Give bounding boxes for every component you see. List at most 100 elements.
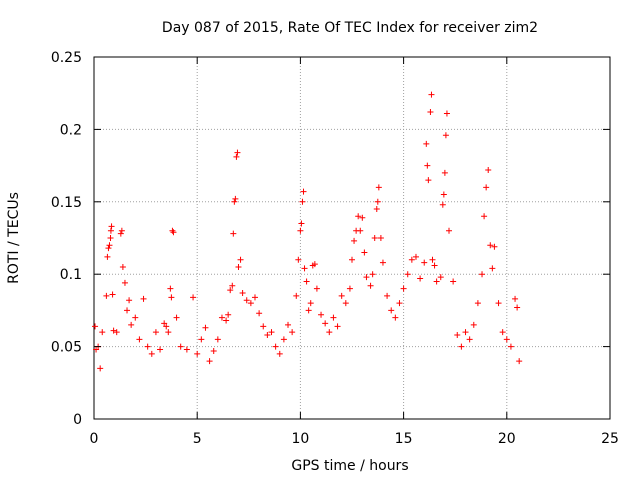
data-point bbox=[516, 358, 523, 365]
data-point bbox=[210, 347, 217, 354]
data-point bbox=[485, 166, 492, 173]
data-point bbox=[359, 214, 366, 221]
data-point bbox=[489, 265, 496, 272]
data-point bbox=[400, 285, 407, 292]
data-point bbox=[227, 287, 234, 294]
data-point bbox=[108, 223, 115, 230]
data-point bbox=[167, 285, 174, 292]
data-point bbox=[512, 295, 519, 302]
data-point bbox=[272, 343, 279, 350]
data-point bbox=[454, 332, 461, 339]
axis-ticks: 0 5 10 15 20 25 0 0.05 0.1 0.15 0.2 0.25 bbox=[51, 50, 619, 447]
data-point bbox=[183, 346, 190, 353]
data-point bbox=[417, 275, 424, 282]
data-point bbox=[349, 256, 355, 263]
x-tick-label: 20 bbox=[498, 431, 516, 447]
data-points bbox=[92, 91, 523, 372]
data-point bbox=[198, 336, 205, 343]
data-point bbox=[442, 132, 449, 139]
data-point bbox=[293, 292, 300, 299]
data-point bbox=[373, 206, 380, 213]
data-point bbox=[234, 149, 241, 156]
y-tick-label: 0 bbox=[73, 412, 82, 428]
chart-title: Day 087 of 2015, Rate Of TEC Index for r… bbox=[162, 20, 538, 36]
data-point bbox=[428, 91, 435, 98]
data-point bbox=[322, 320, 329, 327]
data-point bbox=[99, 329, 106, 336]
data-point bbox=[225, 311, 232, 318]
data-point bbox=[113, 329, 120, 336]
data-point bbox=[107, 235, 114, 241]
data-point bbox=[305, 307, 312, 314]
data-point bbox=[423, 140, 430, 147]
data-point bbox=[152, 329, 159, 336]
data-point bbox=[396, 300, 403, 307]
data-point bbox=[140, 295, 147, 302]
data-point bbox=[377, 235, 384, 241]
data-point bbox=[106, 242, 113, 249]
x-tick-label: 5 bbox=[193, 431, 202, 447]
data-point bbox=[256, 310, 263, 317]
data-point bbox=[300, 188, 307, 195]
data-point bbox=[427, 109, 434, 116]
data-point bbox=[458, 343, 465, 350]
data-point bbox=[280, 336, 287, 343]
data-point bbox=[495, 300, 502, 307]
y-tick-label: 0.05 bbox=[51, 340, 82, 356]
data-point bbox=[503, 336, 510, 343]
data-point bbox=[507, 343, 514, 350]
data-point bbox=[462, 329, 469, 336]
data-point bbox=[433, 278, 440, 285]
data-point bbox=[239, 290, 246, 297]
data-point bbox=[243, 297, 250, 304]
data-point bbox=[351, 237, 358, 244]
data-point bbox=[233, 153, 240, 160]
data-point bbox=[514, 304, 521, 311]
data-point bbox=[285, 321, 292, 328]
data-point bbox=[361, 249, 368, 256]
plot-frame bbox=[93, 56, 611, 420]
x-tick-label: 10 bbox=[291, 431, 309, 447]
data-point bbox=[163, 323, 170, 330]
data-point bbox=[334, 323, 341, 330]
data-point bbox=[173, 314, 180, 321]
data-point bbox=[367, 282, 374, 289]
data-point bbox=[107, 227, 114, 234]
data-point bbox=[92, 323, 99, 330]
data-point bbox=[126, 297, 133, 304]
data-point bbox=[214, 336, 221, 343]
data-point bbox=[117, 230, 124, 237]
data-point bbox=[311, 261, 318, 268]
data-point bbox=[424, 162, 431, 169]
data-point bbox=[307, 300, 314, 307]
x-axis-label: GPS time / hours bbox=[291, 458, 408, 474]
y-tick-label: 0.1 bbox=[60, 267, 82, 283]
data-point bbox=[121, 279, 128, 286]
data-point bbox=[235, 263, 242, 270]
data-point bbox=[289, 329, 296, 336]
data-point bbox=[479, 271, 486, 278]
data-point bbox=[105, 245, 112, 252]
data-point bbox=[431, 262, 438, 269]
data-point bbox=[466, 336, 473, 343]
data-point bbox=[110, 327, 117, 334]
data-point bbox=[392, 314, 399, 321]
data-point bbox=[97, 365, 104, 372]
data-point bbox=[169, 227, 176, 234]
data-point bbox=[103, 292, 110, 299]
data-point bbox=[425, 177, 432, 184]
data-point bbox=[194, 350, 201, 357]
data-point bbox=[429, 256, 436, 263]
data-point bbox=[109, 291, 116, 298]
data-point bbox=[408, 256, 415, 263]
data-point bbox=[132, 314, 139, 321]
data-point bbox=[157, 346, 164, 353]
data-point bbox=[357, 227, 364, 234]
data-point bbox=[237, 256, 244, 263]
data-point bbox=[303, 278, 310, 285]
data-point bbox=[170, 229, 177, 236]
data-point bbox=[230, 230, 237, 237]
data-point bbox=[374, 198, 381, 205]
data-point bbox=[136, 336, 143, 343]
